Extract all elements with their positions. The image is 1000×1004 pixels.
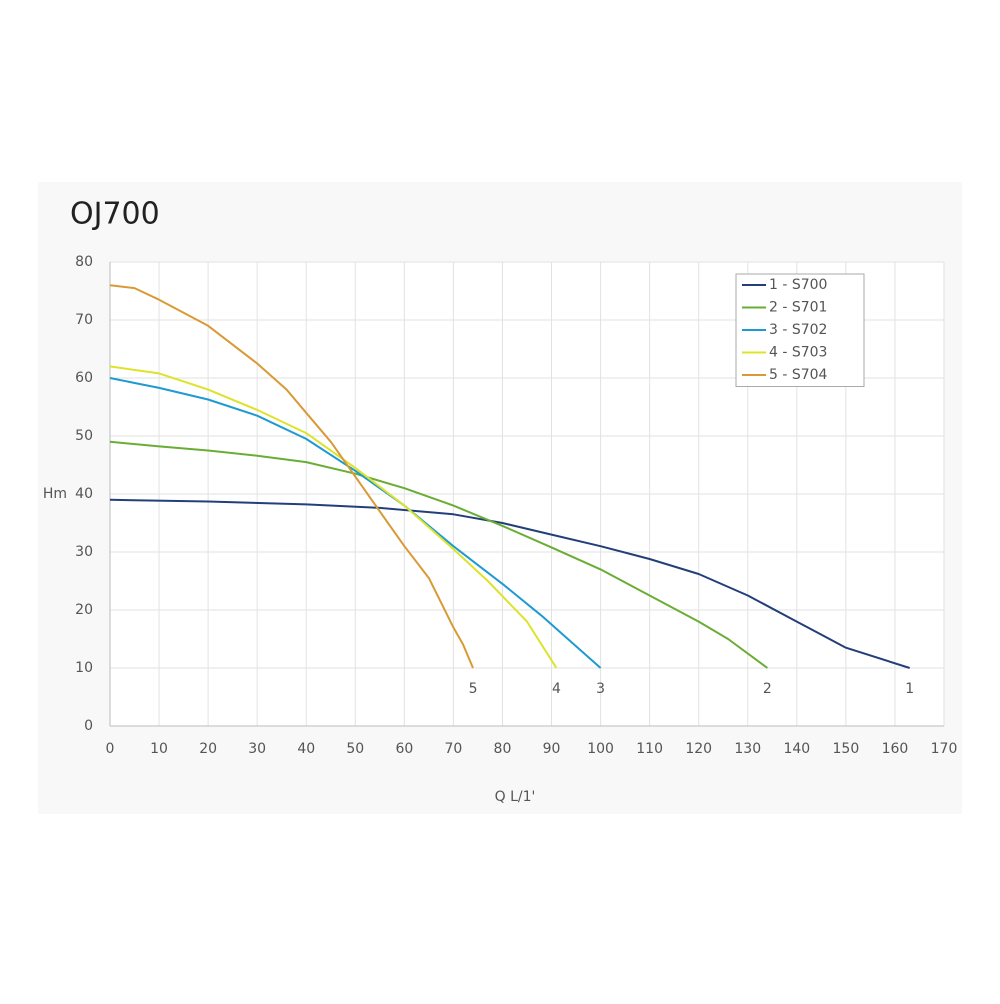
legend-label: 4 - S703 xyxy=(769,345,827,361)
legend-label: 2 - S701 xyxy=(769,300,827,316)
y-tick-label: 70 xyxy=(75,312,93,328)
x-tick-label: 40 xyxy=(297,741,315,757)
x-tick-label: 100 xyxy=(587,741,614,757)
x-tick-label: 140 xyxy=(783,741,810,757)
series-line xyxy=(109,440,768,669)
x-tick-label: 120 xyxy=(685,741,712,757)
x-tick-label: 90 xyxy=(543,741,561,757)
y-tick-label: 80 xyxy=(75,254,93,270)
x-tick-label: 150 xyxy=(833,741,860,757)
y-tick-label: 40 xyxy=(75,486,93,502)
x-tick-label: 170 xyxy=(931,741,958,757)
x-tick-label: 130 xyxy=(734,741,761,757)
y-tick-label: 50 xyxy=(75,428,93,444)
series-end-label: 2 xyxy=(763,681,772,697)
x-tick-label: 30 xyxy=(248,741,266,757)
legend-label: 1 - S700 xyxy=(769,277,827,293)
series-end-label: 5 xyxy=(469,681,478,697)
x-tick-label: 60 xyxy=(395,741,413,757)
x-tick-label: 20 xyxy=(199,741,217,757)
series-line xyxy=(109,365,558,669)
x-tick-label: 50 xyxy=(346,741,364,757)
x-tick-label: 80 xyxy=(494,741,512,757)
y-tick-label: 30 xyxy=(75,544,93,560)
y-tick-label: 10 xyxy=(75,660,93,676)
y-axis-label: Hm xyxy=(43,486,67,502)
x-tick-label: 70 xyxy=(444,741,462,757)
y-tick-label: 60 xyxy=(75,370,93,386)
series-end-label: 1 xyxy=(905,681,914,697)
series-end-label: 4 xyxy=(552,681,561,697)
series-line xyxy=(109,284,474,669)
x-tick-label: 0 xyxy=(106,741,115,757)
y-tick-label: 0 xyxy=(84,718,93,734)
y-tick-label: 20 xyxy=(75,602,93,618)
x-axis-label: Q L/1' xyxy=(495,789,536,805)
legend-label: 3 - S702 xyxy=(769,322,827,338)
chart-title: OJ700 xyxy=(70,197,160,232)
series-end-label: 3 xyxy=(596,681,605,697)
x-tick-label: 10 xyxy=(150,741,168,757)
x-tick-label: 110 xyxy=(636,741,663,757)
series-line xyxy=(109,498,911,669)
x-tick-label: 160 xyxy=(882,741,909,757)
legend-label: 5 - S704 xyxy=(769,367,828,383)
series-line xyxy=(109,377,602,669)
